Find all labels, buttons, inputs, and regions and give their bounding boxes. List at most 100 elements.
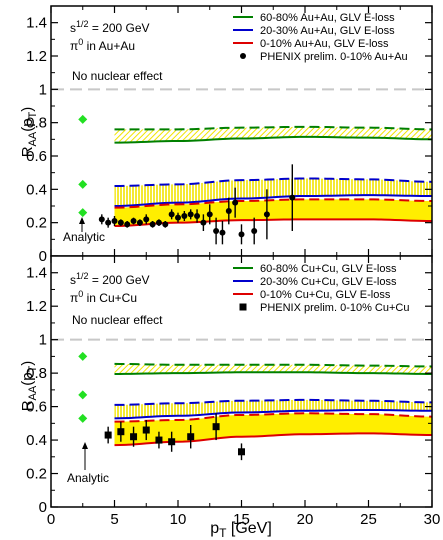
analytic-label: Analytic — [67, 471, 109, 485]
data-point — [225, 197, 232, 225]
no-effect-label: No nuclear effect — [72, 69, 163, 83]
legend-label: 60-80% Cu+Cu, GLV E-loss — [260, 263, 397, 275]
legend-item: 0-10% Au+Au, GLV E-loss — [233, 38, 389, 50]
data-point — [105, 217, 112, 228]
x-axis-label: pT [GeV] — [210, 520, 272, 540]
system-annotation: π0 in Cu+Cu — [70, 289, 137, 305]
curve-lower-0-10% — [114, 432, 433, 447]
data-point — [181, 211, 188, 221]
y-tick-label: 0.8 — [26, 365, 47, 382]
analytic-point — [78, 413, 88, 423]
data-point — [142, 419, 150, 441]
data-point — [111, 216, 118, 226]
data-point — [155, 431, 163, 449]
legend-label: 0-10% Au+Au, GLV E-loss — [260, 38, 389, 50]
analytic-arrow — [79, 217, 85, 232]
x-tick-label: 5 — [110, 511, 118, 528]
y-tick-label: 0 — [39, 499, 47, 516]
energy-annotation: s1/2 = 200 GeV — [70, 271, 150, 287]
legend-item: 60-80% Au+Au, GLV E-loss — [233, 12, 395, 24]
analytic-point — [78, 390, 88, 400]
curve-upper-0-10% — [114, 412, 433, 423]
y-tick-label: 0.4 — [26, 432, 47, 449]
data-point — [200, 214, 207, 231]
data-point — [149, 221, 156, 228]
band-20-30% — [114, 399, 432, 419]
data-point — [289, 164, 296, 231]
data-point — [168, 209, 175, 220]
legend-label: 20-30% Cu+Cu, GLV E-loss — [260, 276, 397, 288]
legend-item: PHENIX prelim. 0-10% Au+Au — [240, 51, 408, 63]
analytic-point — [78, 208, 88, 218]
data-point — [187, 209, 194, 220]
data-point — [263, 189, 270, 240]
x-tick-label: 15 — [233, 511, 250, 528]
curve-upper-60-80% — [114, 125, 433, 131]
data-point — [219, 221, 226, 245]
y-tick-label: 0.2 — [26, 215, 47, 232]
data-point — [143, 214, 150, 225]
data-point — [251, 217, 258, 245]
data-point — [155, 219, 162, 226]
y-tick-label: 0.6 — [26, 399, 47, 416]
legend-item: 60-80% Cu+Cu, GLV E-loss — [233, 263, 397, 275]
bottom-panel: 0 5 10 15 20 25 30 0 0.2 0.4 0.6 0.8 1 1.2 1.4 s1/2 = … — [19, 255, 441, 528]
legend-item: 0-10% Cu+Cu, GLV E-loss — [233, 289, 391, 301]
band-60-80% — [114, 363, 432, 374]
y-tick-label: 1.2 — [26, 48, 47, 65]
legend-item: PHENIX prelim. 0-10% Cu+Cu — [239, 302, 409, 314]
curve-upper-20-30% — [114, 398, 433, 406]
legend-label: 20-30% Au+Au, GLV E-loss — [260, 25, 395, 37]
data-point — [117, 219, 124, 226]
analytic-point — [78, 351, 88, 361]
analytic-point — [78, 114, 88, 124]
y-tick-label: 1 — [39, 81, 47, 98]
x-tick-label: 30 — [424, 511, 441, 528]
data-point — [206, 204, 213, 225]
y-tick-label: 0.4 — [26, 181, 47, 198]
x-tick-label: 20 — [297, 511, 314, 528]
data-point — [187, 425, 195, 449]
legend-label: PHENIX prelim. 0-10% Au+Au — [260, 51, 408, 63]
curve-upper-20-30% — [114, 177, 433, 187]
y-tick-label: 0 — [39, 248, 47, 265]
data-point — [194, 209, 201, 223]
data-point — [136, 219, 143, 226]
data-point — [117, 421, 125, 442]
data-point — [238, 224, 245, 245]
system-annotation: π0 in Au+Au — [70, 37, 135, 53]
legend-item: 20-30% Cu+Cu, GLV E-loss — [233, 276, 397, 288]
x-tick-label: 25 — [360, 511, 377, 528]
curve-lower-20-30% — [114, 408, 433, 420]
data-point — [238, 443, 245, 461]
legend-label: 60-80% Au+Au, GLV E-loss — [260, 12, 395, 24]
legend-label: 0-10% Cu+Cu, GLV E-loss — [260, 289, 391, 301]
data-point — [130, 426, 138, 447]
y-tick-label: 0.6 — [26, 148, 47, 165]
band-60-80% — [114, 126, 432, 143]
band-20-30% — [114, 178, 432, 206]
y-tick-label: 1.2 — [26, 298, 47, 315]
legend-item: 20-30% Au+Au, GLV E-loss — [233, 25, 395, 37]
energy-annotation: s1/2 = 200 GeV — [70, 19, 150, 35]
no-effect-label: No nuclear effect — [72, 313, 163, 327]
data-point — [104, 426, 112, 444]
x-tick-label: 0 — [47, 511, 55, 528]
top-panel: 0 0.2 0.4 0.6 0.8 1 1.2 1.4 s1/2 = 200 GeV π0 i… — [19, 5, 433, 265]
data-point — [98, 214, 105, 225]
analytic-arrow — [82, 442, 88, 470]
x-tick-label: 10 — [170, 511, 187, 528]
y-tick-label: 1 — [39, 332, 47, 349]
data-point — [212, 413, 220, 441]
y-tick-label: 1.4 — [26, 15, 47, 32]
data-point — [162, 221, 169, 228]
curve-lower-20-30% — [114, 194, 433, 207]
curve-lower-60-80% — [114, 135, 433, 144]
y-tick-label: 1.4 — [26, 265, 47, 282]
curve-upper-60-80% — [114, 362, 433, 368]
legend-label: PHENIX prelim. 0-10% Cu+Cu — [260, 302, 409, 314]
data-point — [124, 221, 131, 228]
